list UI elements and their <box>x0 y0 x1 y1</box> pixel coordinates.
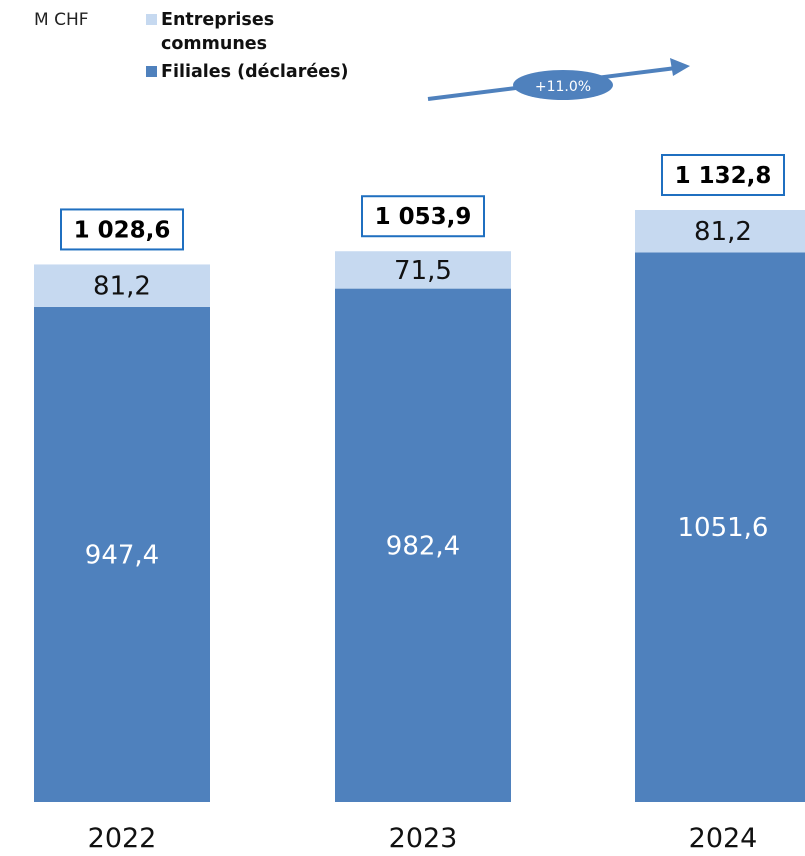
total-box-2022 <box>60 208 184 251</box>
growth-arrow-head <box>670 58 690 76</box>
bar-filiales-2023 <box>335 288 511 802</box>
bar-entreprises-communes-2022 <box>34 264 210 307</box>
legend-swatch-filiales <box>146 66 157 77</box>
x-tick-label-2023: 2023 <box>389 823 458 854</box>
x-tick-label-2022: 2022 <box>88 823 157 854</box>
data-label-filiales-2023: 982,4 <box>386 531 460 561</box>
total-label-2023: 1 053,9 <box>375 204 472 230</box>
legend-swatch-entreprises-communes <box>146 14 157 25</box>
legend-item-entreprises-communes: Entreprises communes <box>146 8 301 56</box>
data-label-entreprises-communes-2022: 81,2 <box>93 272 151 302</box>
total-box-2024 <box>661 154 785 196</box>
data-label-filiales-2024: 1051,6 <box>678 513 769 543</box>
bar-entreprises-communes-2023 <box>335 251 511 289</box>
growth-badge <box>513 70 613 100</box>
data-label-entreprises-communes-2024: 81,2 <box>694 217 752 247</box>
legend-label-entreprises-communes: Entreprises communes <box>161 10 275 54</box>
bar-filiales-2022 <box>34 306 210 802</box>
data-label-filiales-2022: 947,4 <box>85 540 159 570</box>
total-box-2023 <box>361 195 485 238</box>
total-label-2022: 1 028,6 <box>74 217 171 243</box>
x-tick-label-2024: 2024 <box>689 823 758 854</box>
total-label-2024: 1 132,8 <box>675 163 772 189</box>
growth-annotation: +11.0% <box>535 79 591 95</box>
unit-label: M CHF <box>34 10 89 30</box>
bar-entreprises-communes-2024 <box>635 210 805 253</box>
data-label-entreprises-communes-2023: 71,5 <box>394 256 452 286</box>
bar-filiales-2024 <box>635 252 805 802</box>
